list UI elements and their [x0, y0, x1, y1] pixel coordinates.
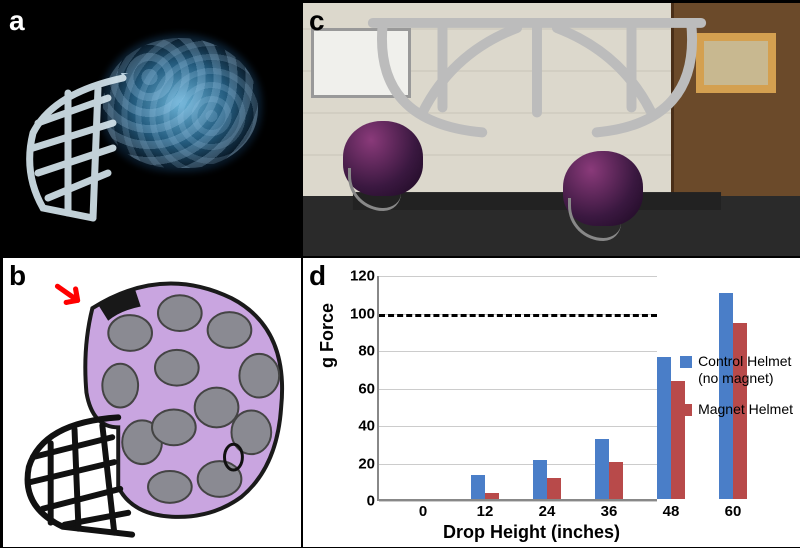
- bar: [533, 460, 547, 499]
- y-tick: 100: [350, 305, 375, 322]
- y-tick: 20: [358, 455, 375, 472]
- bar: [547, 478, 561, 499]
- chart-plot-area: 02040608010012001224364860: [377, 276, 657, 501]
- y-tick: 80: [358, 343, 375, 360]
- x-tick: 36: [601, 503, 618, 520]
- helmet-left: [343, 121, 423, 196]
- x-tick: 12: [477, 503, 494, 520]
- facemask-icon: [13, 73, 133, 223]
- legend-item: Magnet Helmet: [680, 401, 793, 418]
- x-tick: 24: [539, 503, 556, 520]
- x-tick: 48: [663, 503, 680, 520]
- bar: [485, 493, 499, 499]
- legend-series-name: Magnet Helmet: [698, 401, 793, 417]
- legend-series-name: Control Helmet: [698, 353, 791, 369]
- panel-b-label: b: [9, 260, 26, 292]
- x-axis-label: Drop Height (inches): [443, 522, 620, 543]
- panel-d-label: d: [309, 260, 326, 292]
- gridline: [379, 426, 657, 427]
- x-tick: 60: [725, 503, 742, 520]
- y-tick: 120: [350, 268, 375, 285]
- legend-text: Magnet Helmet: [698, 401, 793, 418]
- threshold-line: [379, 314, 657, 317]
- x-tick: 0: [419, 503, 427, 520]
- gridline: [379, 276, 657, 277]
- panel-c: c: [302, 2, 800, 257]
- legend-text: Control Helmet (no magnet): [698, 353, 791, 387]
- panel-d: d g Force Drop Height (inches) 020406080…: [302, 257, 800, 548]
- bar: [471, 475, 485, 499]
- xray-helmet-image: [3, 3, 301, 256]
- panel-a-label: a: [9, 5, 25, 37]
- chart-legend: Control Helmet (no magnet) Magnet Helmet: [680, 353, 793, 431]
- legend-swatch: [680, 356, 692, 368]
- panel-a: a: [2, 2, 302, 257]
- y-axis-label: g Force: [317, 303, 338, 368]
- bar: [609, 462, 623, 500]
- gridline: [379, 389, 657, 390]
- legend-series-sub: (no magnet): [698, 370, 773, 386]
- legend-item: Control Helmet (no magnet): [680, 353, 793, 387]
- panel-c-label: c: [309, 5, 325, 37]
- gridline: [379, 501, 657, 502]
- helmet-right: [563, 151, 643, 226]
- gridline: [379, 351, 657, 352]
- bar: [657, 357, 671, 500]
- bar: [595, 439, 609, 499]
- panel-b: b ➜: [2, 257, 302, 548]
- y-tick: 40: [358, 418, 375, 435]
- figure-composite: a c: [0, 0, 800, 548]
- legend-swatch: [680, 404, 692, 416]
- y-tick: 0: [367, 493, 375, 510]
- y-tick: 60: [358, 380, 375, 397]
